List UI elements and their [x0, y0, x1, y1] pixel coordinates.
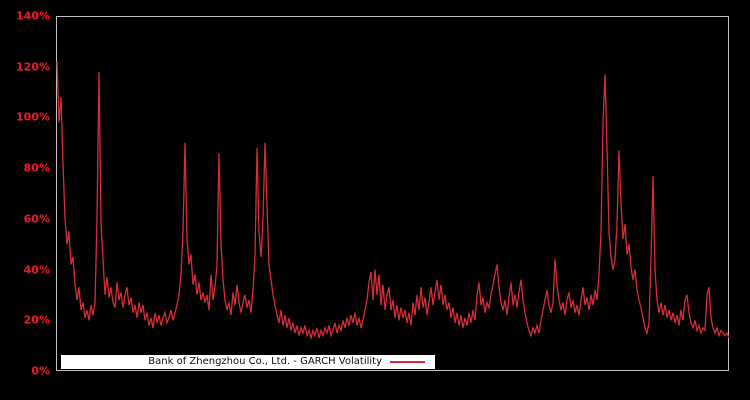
y-axis-tick-label: 20% [23, 313, 50, 327]
y-axis-tick-label: 40% [23, 263, 50, 277]
y-axis-tick-label: 60% [23, 212, 50, 226]
y-axis-tick-label: 100% [16, 110, 50, 124]
legend-label: Bank of Zhengzhou Co., Ltd. - GARCH Vola… [148, 356, 382, 367]
plot-area [56, 16, 729, 371]
y-axis-tick-label: 80% [23, 161, 50, 175]
volatility-line-series [56, 61, 730, 341]
y-axis-tick-label: 0% [31, 364, 50, 378]
legend: Bank of Zhengzhou Co., Ltd. - GARCH Vola… [61, 355, 435, 369]
y-axis-tick-label: 120% [16, 60, 50, 74]
y-axis-tick-label: 140% [16, 9, 50, 23]
legend-line-swatch-icon [390, 361, 425, 363]
